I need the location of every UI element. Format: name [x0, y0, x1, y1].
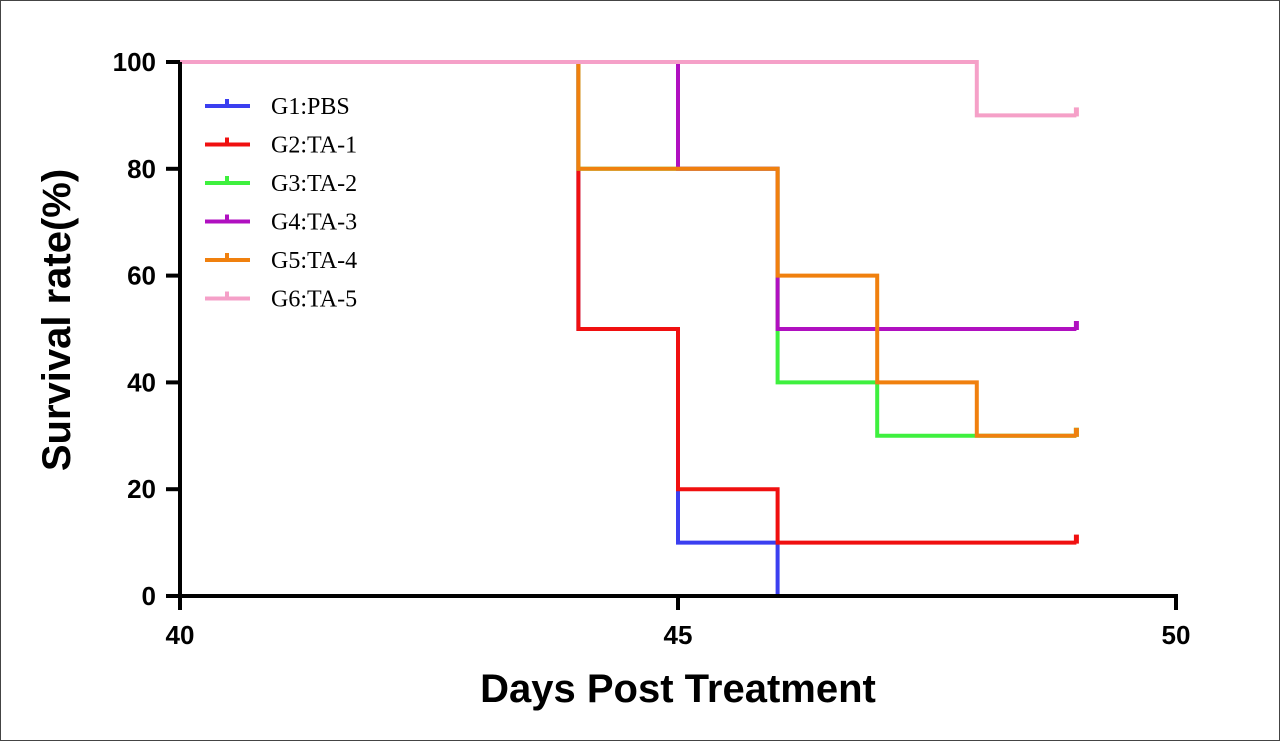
legend-item: G4:TA-3: [205, 210, 357, 236]
y-tick-label: 60: [127, 261, 156, 291]
x-tick-label: 50: [1162, 620, 1191, 650]
legend-item: G1:PBS: [205, 94, 350, 120]
x-tick-label: 40: [166, 620, 195, 650]
survival-line: [180, 60, 780, 596]
legend-label: G5:TA-4: [271, 248, 357, 274]
survival-line: [180, 60, 1077, 438]
x-axis-title: Days Post Treatment: [480, 667, 876, 711]
legend-label: G4:TA-3: [271, 210, 357, 236]
y-tick-label: 100: [113, 47, 156, 77]
survival-line: [180, 60, 1077, 118]
series-layer: [180, 60, 1079, 596]
y-tick-label: 0: [142, 581, 156, 611]
legend-label: G3:TA-2: [271, 171, 357, 197]
legend-label: G6:TA-5: [271, 287, 357, 313]
y-tick-label: 20: [127, 474, 156, 504]
axis-layer: 0 20 40 60 80 100 40 45 50: [113, 47, 1191, 650]
series-5: [180, 60, 1079, 438]
legend-label: G1:PBS: [271, 94, 350, 120]
legend-item: G3:TA-2: [205, 171, 357, 197]
series-6: [180, 60, 1079, 118]
y-tick-label: 80: [127, 154, 156, 184]
legend-label: G2:TA-1: [271, 133, 357, 159]
legend: G1:PBS G2:TA-1 G3:TA-2 G4:TA-3 G5:TA-4 G6:TA-…: [205, 94, 357, 313]
y-tick-label: 40: [127, 367, 156, 397]
legend-item: G6:TA-5: [205, 287, 357, 313]
legend-item: G2:TA-1: [205, 133, 357, 159]
legend-item: G5:TA-4: [205, 248, 357, 274]
x-tick-label: 45: [664, 620, 693, 650]
series-1: [180, 60, 780, 596]
y-axis-title: Survival rate(%): [35, 169, 79, 471]
